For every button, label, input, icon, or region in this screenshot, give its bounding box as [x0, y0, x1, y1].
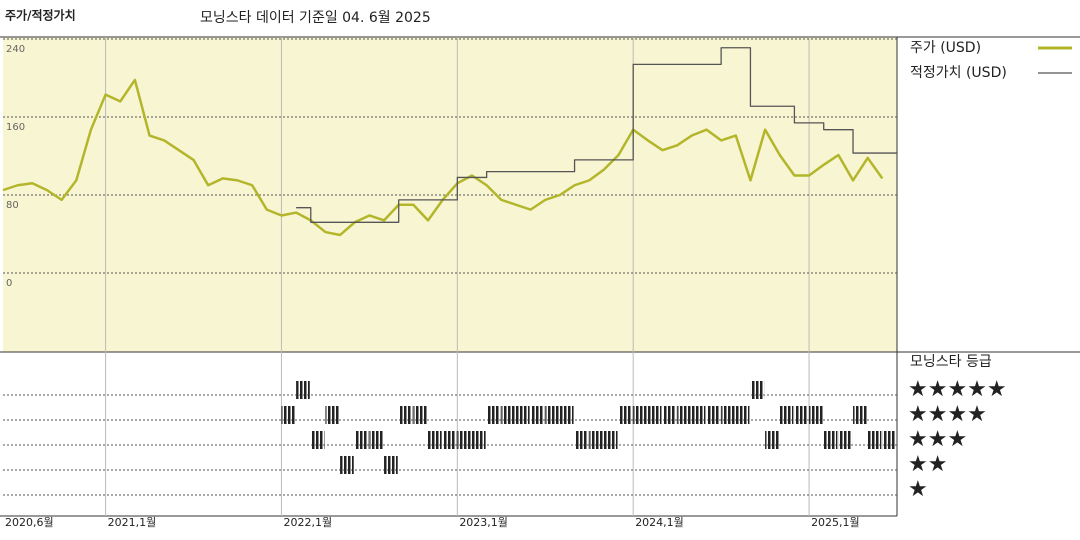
- rating-mark: [823, 431, 838, 449]
- legend-label: 적정가치 (USD): [910, 65, 1007, 81]
- x-tick-label: 2020,6월: [5, 516, 54, 529]
- rating-mark: [735, 406, 750, 424]
- rating-mark: [325, 406, 340, 424]
- rating-mark: [691, 406, 706, 424]
- x-tick-label: 2022,1월: [283, 516, 332, 529]
- rating-mark: [677, 406, 691, 424]
- rating-title: 모닝스타 등급: [910, 354, 992, 370]
- x-tick-label: 2024,1월: [635, 516, 684, 529]
- rating-mark: [633, 406, 647, 424]
- rating-mark: [530, 406, 545, 424]
- rating-mark: [779, 406, 794, 424]
- series-line: [296, 47, 897, 223]
- rating-mark: [545, 406, 559, 424]
- rating-mark: [647, 406, 662, 424]
- rating-level-label: ★★★: [908, 427, 967, 452]
- rating-mark: [501, 406, 515, 424]
- x-tick-label: 2021,1월: [108, 516, 157, 529]
- rating-mark: [281, 406, 296, 424]
- rating-mark: [354, 431, 369, 449]
- y-tick-label: 80: [6, 200, 19, 211]
- rating-mark: [589, 431, 603, 449]
- y-tick-label: 0: [6, 278, 12, 289]
- rating-mark: [296, 381, 310, 399]
- rating-level-label: ★: [908, 477, 928, 502]
- rating-level-label: ★★★★: [908, 402, 987, 427]
- rating-mark: [369, 431, 384, 449]
- rating-mark: [398, 406, 413, 424]
- rating-mark: [809, 406, 823, 424]
- y-tick-label: 160: [6, 122, 25, 133]
- rating-mark: [750, 381, 765, 399]
- rating-mark: [428, 431, 442, 449]
- rating-mark: [486, 406, 501, 424]
- y-tick-label: 240: [6, 44, 25, 55]
- rating-mark: [574, 431, 589, 449]
- chart-title: 주가/적정가치: [5, 8, 76, 23]
- rating-mark: [310, 431, 325, 449]
- rating-mark: [471, 431, 486, 449]
- rating-mark: [765, 431, 779, 449]
- x-tick-label: 2025,1월: [811, 516, 860, 529]
- rating-mark: [706, 406, 721, 424]
- rating-mark: [384, 456, 398, 474]
- rating-mark: [559, 406, 574, 424]
- rating-mark: [721, 406, 735, 424]
- rating-mark: [867, 431, 882, 449]
- chart-subtitle: 모닝스타 데이터 기준일 04. 6월 2025: [200, 10, 431, 26]
- rating-mark: [662, 406, 677, 424]
- x-tick-label: 2023,1월: [459, 516, 508, 529]
- rating-mark: [515, 406, 530, 424]
- rating-mark: [618, 406, 633, 424]
- rating-mark: [340, 456, 354, 474]
- rating-level-label: ★★: [908, 452, 947, 477]
- rating-mark: [794, 406, 809, 424]
- rating-mark: [457, 431, 471, 449]
- rating-mark: [442, 431, 457, 449]
- rating-mark: [603, 431, 618, 449]
- rating-mark: [413, 406, 428, 424]
- rating-mark: [882, 431, 896, 449]
- rating-level-label: ★★★★★: [908, 377, 1007, 402]
- rating-mark: [853, 406, 867, 424]
- rating-mark: [838, 431, 853, 449]
- legend-label: 주가 (USD): [910, 40, 981, 56]
